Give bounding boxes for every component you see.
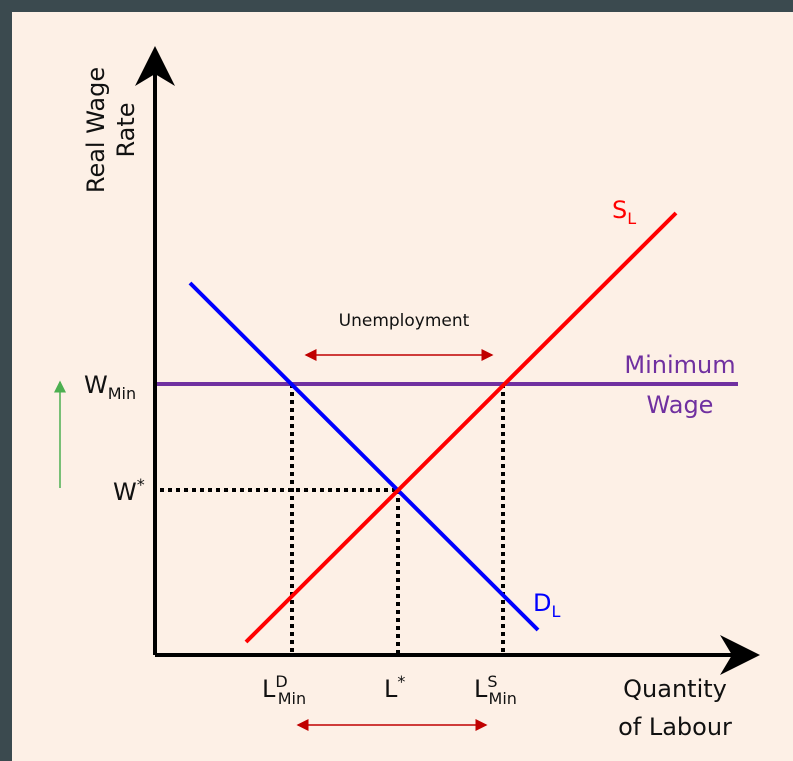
minimum-wage-label: Wage bbox=[647, 391, 714, 419]
y-label: WMin bbox=[84, 371, 136, 403]
x-label: LS Min bbox=[474, 672, 517, 708]
main: L bbox=[384, 675, 398, 703]
y-label: W* bbox=[113, 475, 145, 506]
label: S bbox=[612, 196, 627, 224]
supply-curve bbox=[244, 211, 678, 644]
subscript: L bbox=[551, 602, 560, 621]
minimum-wage-label: Minimum bbox=[624, 351, 735, 379]
superscript: D bbox=[275, 672, 287, 691]
demand-curve bbox=[188, 281, 540, 632]
main: W bbox=[113, 478, 137, 506]
superscript: S bbox=[487, 672, 497, 691]
main: L bbox=[474, 675, 488, 703]
label: D bbox=[533, 589, 551, 617]
background bbox=[12, 12, 793, 761]
main: W bbox=[84, 371, 108, 399]
subscript: Min bbox=[108, 384, 136, 403]
x-label: LD Min bbox=[262, 672, 306, 708]
superscript: * bbox=[137, 475, 145, 494]
demand-label: DL bbox=[533, 589, 560, 621]
y-axis-label: Rate bbox=[112, 102, 140, 157]
annotation: Unemployment bbox=[339, 311, 470, 331]
y-axis-label: Real Wage bbox=[82, 67, 110, 193]
subscript: Min bbox=[278, 689, 306, 708]
subscript: L bbox=[627, 209, 636, 228]
superscript: * bbox=[397, 672, 405, 691]
supply-label: SL bbox=[612, 196, 636, 228]
subscript: Min bbox=[489, 689, 517, 708]
guide-lines bbox=[160, 384, 505, 655]
x-label: L* bbox=[384, 672, 405, 703]
x-axis-label: of Labour bbox=[618, 713, 732, 741]
x-axis-label: Quantity bbox=[623, 675, 727, 703]
main: L bbox=[262, 675, 276, 703]
